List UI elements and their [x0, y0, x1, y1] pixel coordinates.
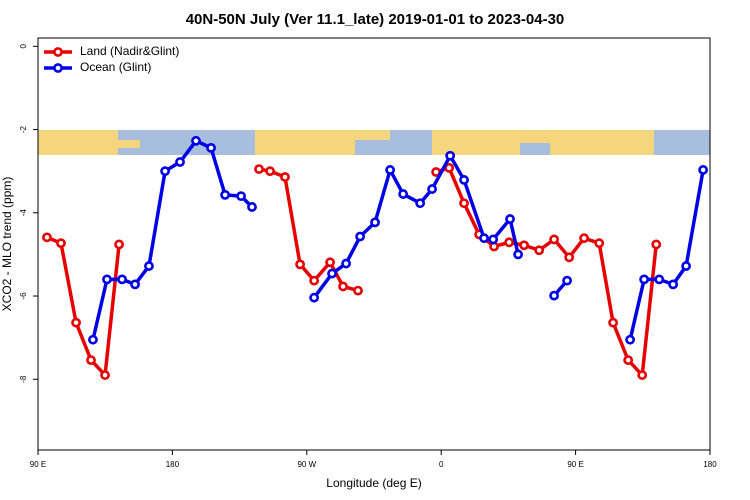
y-tick-label: -4 [19, 209, 28, 217]
y-tick-label: -6 [19, 292, 28, 300]
data-point [385, 165, 396, 175]
data-point [459, 198, 469, 209]
y-tick-label: -8 [19, 375, 28, 383]
data-point [504, 237, 515, 248]
y-axis-label: XCO2 - MLO trend (ppm) [0, 177, 14, 312]
data-point [309, 275, 320, 286]
legend-label: Land (Nadir&Glint) [80, 44, 179, 58]
data-point [681, 261, 692, 271]
data-point [564, 252, 575, 263]
series-line [46, 166, 658, 377]
x-tick-label: 90 E [30, 460, 46, 469]
data-point [191, 135, 201, 146]
data-point [117, 274, 127, 285]
data-point [254, 164, 264, 174]
data-point [654, 274, 665, 285]
data-point [427, 184, 437, 194]
data-point [519, 240, 529, 251]
data-point [513, 249, 524, 260]
data-point [639, 274, 650, 285]
x-tick-label: 90 W [297, 460, 316, 469]
data-point [608, 317, 618, 328]
data-point [42, 232, 52, 243]
x-axis-label: Longitude (deg E) [326, 476, 421, 490]
legend-marker [53, 47, 63, 57]
data-point [130, 279, 140, 290]
data-point [668, 279, 679, 290]
chart-title: 40N-50N July (Ver 11.1_late) 2019-01-01 … [186, 11, 565, 28]
data-point [445, 150, 456, 161]
data-point [549, 290, 559, 301]
data-point [295, 259, 305, 270]
data-point [341, 258, 351, 269]
data-point [549, 234, 559, 245]
data-point [327, 268, 337, 279]
data-point [160, 166, 170, 177]
data-point [265, 166, 275, 177]
map-strip [38, 130, 710, 155]
data-point [698, 165, 709, 175]
data-point [338, 281, 348, 292]
data-point [353, 285, 363, 296]
data-point [102, 274, 112, 285]
plot-frame [37, 37, 711, 451]
data-point [86, 355, 96, 366]
data-point [398, 189, 409, 199]
data-point [325, 257, 335, 268]
y-tick-label: -2 [19, 125, 28, 133]
data-point [562, 275, 572, 286]
data-point [370, 217, 380, 228]
data-point [505, 214, 515, 224]
x-tick-label: 180 [166, 460, 180, 469]
data-point [247, 202, 257, 212]
data-point [100, 370, 110, 380]
data-point [88, 334, 98, 345]
data-point [280, 172, 290, 182]
data-point [71, 317, 81, 328]
data-point [144, 261, 154, 271]
data-point [56, 238, 66, 249]
data-point [637, 370, 648, 380]
data-point [623, 355, 634, 366]
y-tick-label: 0 [19, 44, 28, 49]
data-point [594, 238, 605, 249]
data-point [236, 191, 246, 202]
data-point [309, 292, 320, 303]
legend-marker [53, 63, 63, 73]
data-point [459, 175, 469, 185]
legend: Land (Nadir&Glint) Ocean (Glint) [44, 44, 179, 74]
data-point [220, 189, 231, 200]
x-tick-label: 0 [439, 460, 444, 469]
data-point [355, 231, 366, 242]
data-point [579, 233, 590, 244]
data-point [534, 245, 545, 256]
data-point [625, 334, 636, 345]
data-point [206, 142, 216, 153]
data-point [175, 157, 185, 167]
x-tick-label: 90 E [567, 460, 583, 469]
data-point [488, 234, 499, 245]
data-point [415, 198, 426, 209]
legend-label: Ocean (Glint) [80, 60, 151, 74]
x-tick-label: 180 [703, 460, 717, 469]
data-point [479, 233, 489, 244]
data-point [651, 239, 662, 250]
data-point [114, 239, 124, 250]
